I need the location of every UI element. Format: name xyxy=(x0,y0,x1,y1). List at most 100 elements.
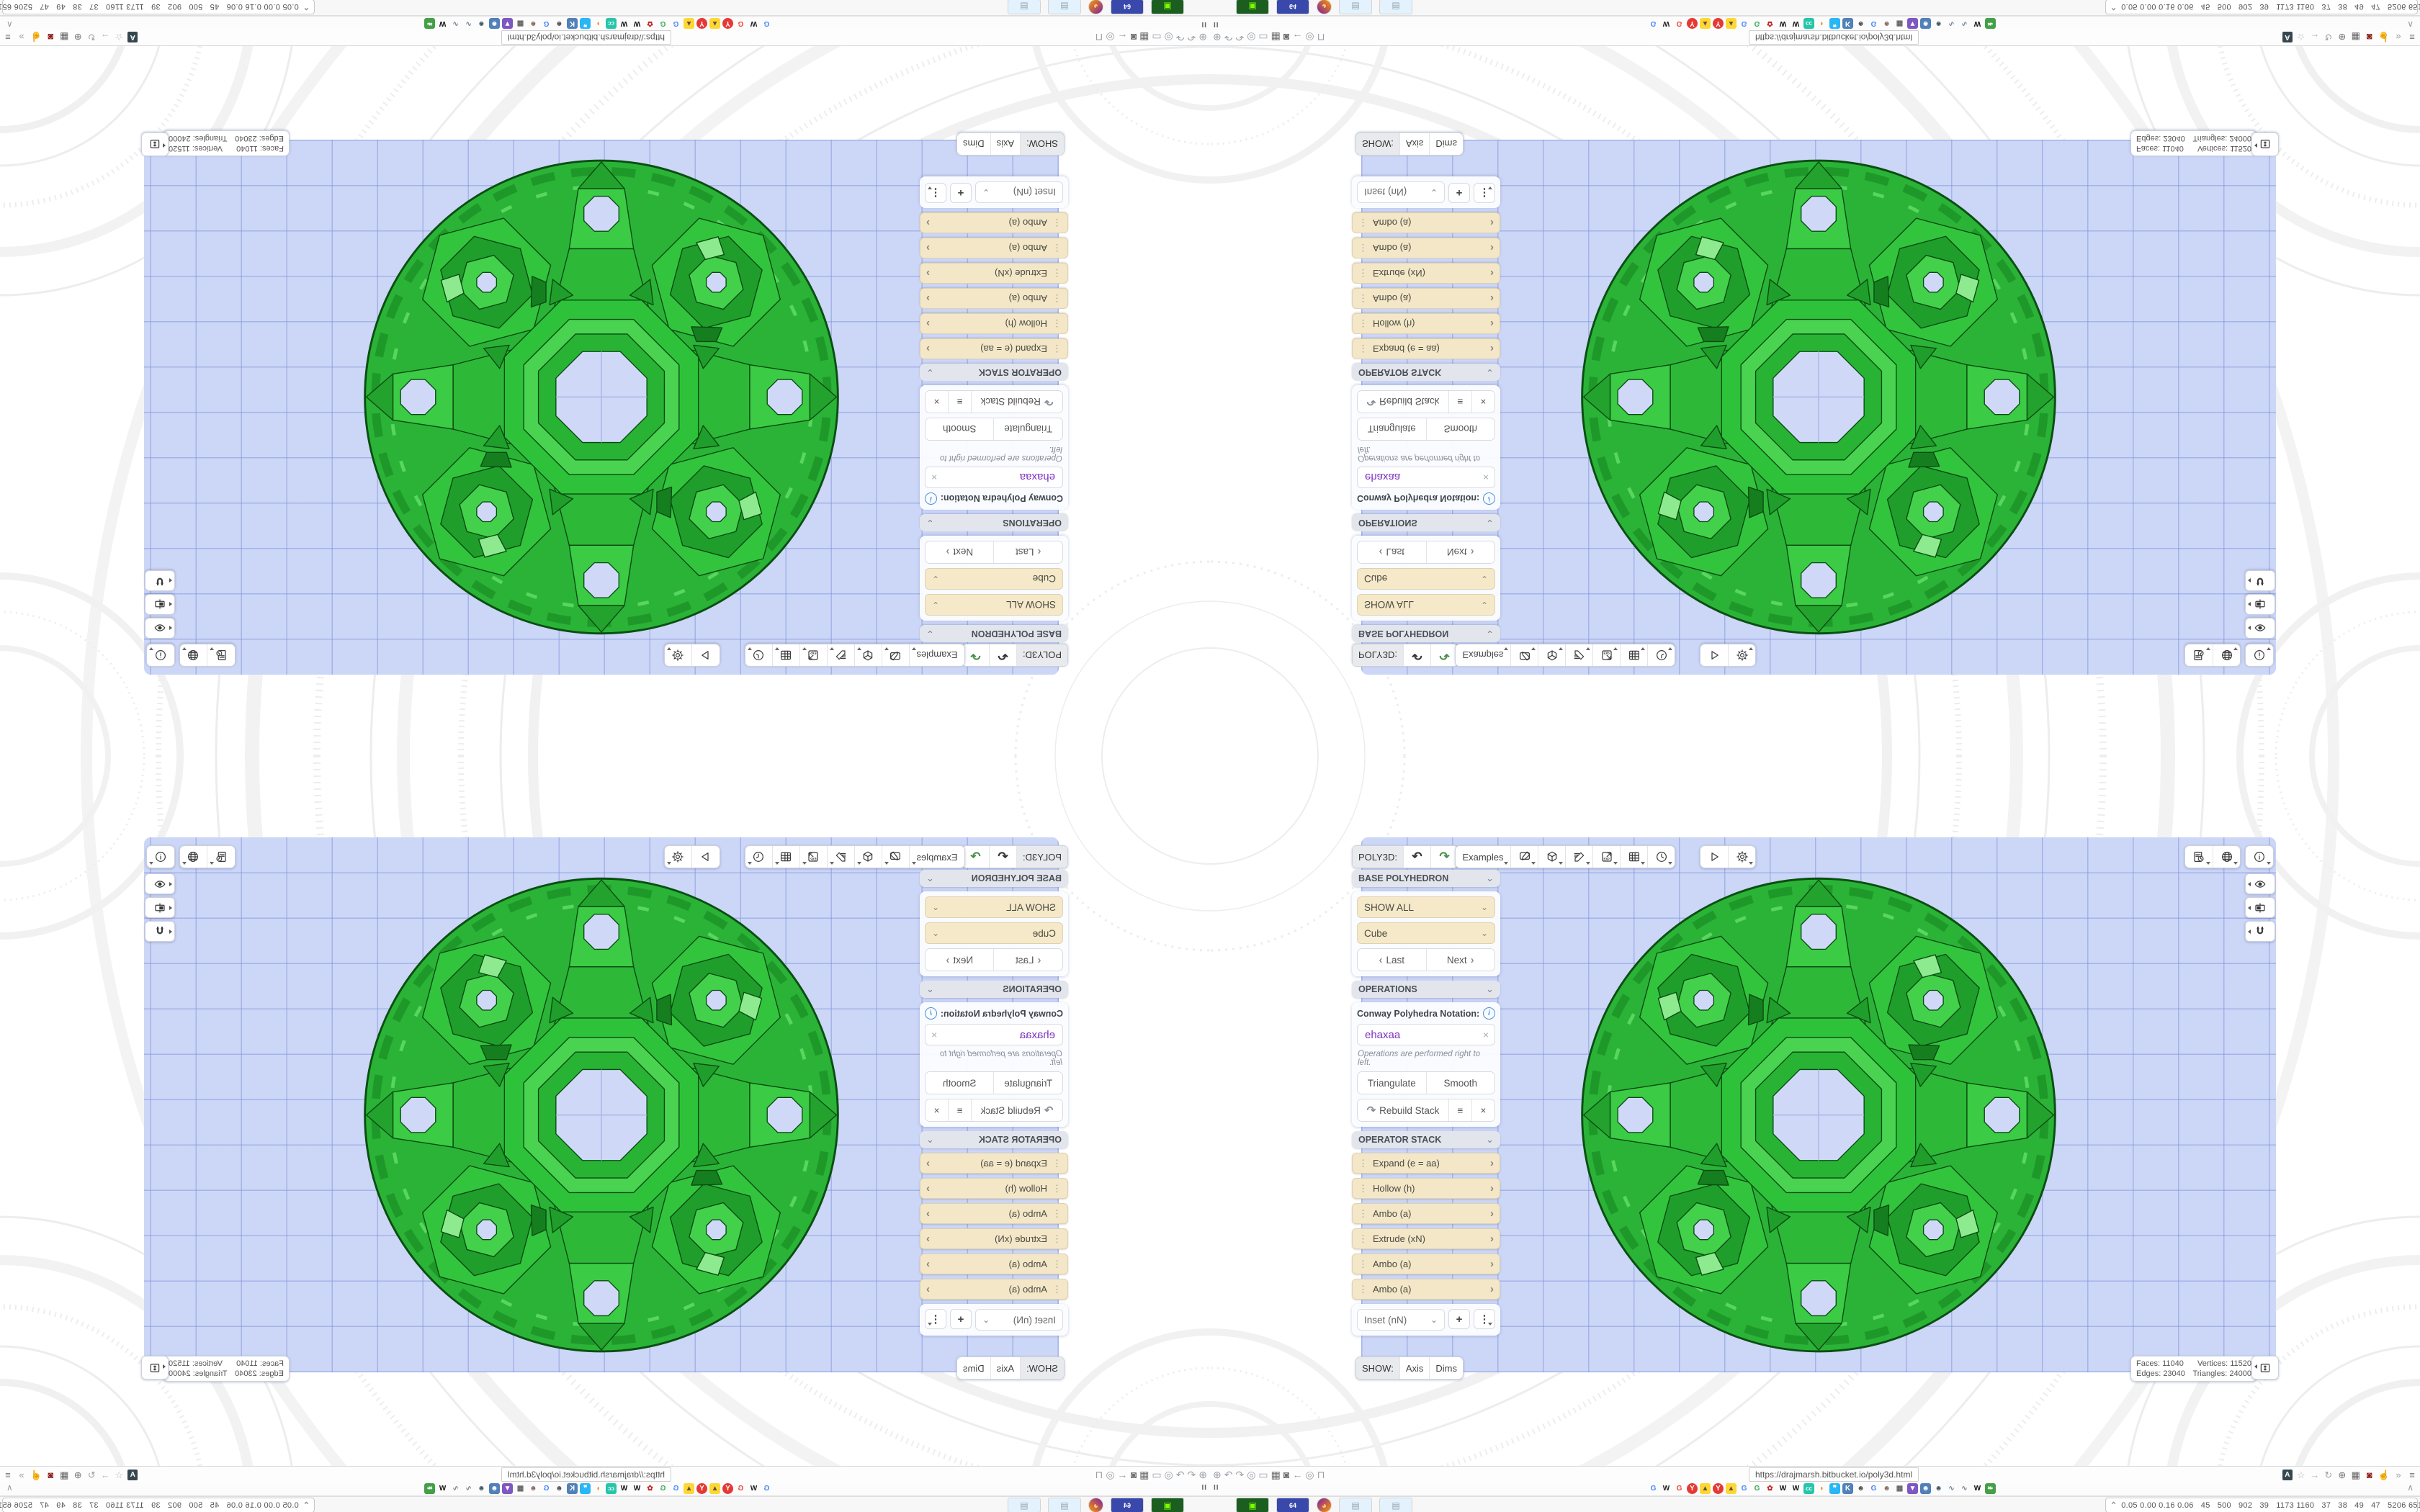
drag-handle-icon[interactable]: ⋮ xyxy=(1052,268,1062,279)
favicon[interactable]: W xyxy=(1792,1485,1800,1493)
redo-button[interactable]: ↷ xyxy=(962,644,990,666)
history-menu-button[interactable] xyxy=(745,644,773,666)
operator-stack-item[interactable]: ⋮ Hollow (h) › xyxy=(920,313,1068,334)
favicon[interactable]: ▼ xyxy=(502,18,513,29)
overflow-icon[interactable]: » xyxy=(19,32,24,43)
fit-view-button[interactable] xyxy=(141,1356,169,1380)
settings-button[interactable] xyxy=(1728,644,1755,666)
redo-button[interactable]: ↷ xyxy=(962,846,990,868)
favicon[interactable]: ▲ xyxy=(1700,1483,1711,1494)
palette-menu-button[interactable] xyxy=(882,846,910,868)
overflow-icon[interactable]: » xyxy=(19,1469,24,1480)
favicon[interactable]: ▦ xyxy=(516,19,524,27)
drag-handle-icon[interactable]: ⋮ xyxy=(1358,293,1368,305)
notation-input[interactable] xyxy=(1363,1027,1483,1042)
trash-icon[interactable]: ▦ xyxy=(2351,1469,2360,1480)
show-all-select[interactable]: SHOW ALL ⌄ xyxy=(925,896,1063,918)
operator-stack-item[interactable]: ⋮ Ambo (a) › xyxy=(1352,212,1500,233)
collapse-chevron-icon[interactable]: ∧ xyxy=(2407,1482,2414,1493)
snap-toggle-button[interactable] xyxy=(145,921,175,942)
operator-stack-item[interactable]: ⋮ Extrude (xN) › xyxy=(1352,263,1500,284)
show-axis-button[interactable]: Axis xyxy=(990,133,1021,155)
history-menu-button[interactable] xyxy=(1647,644,1675,666)
taskbar-floppy-icon[interactable]: 64 xyxy=(1111,1498,1144,1512)
menu-icon[interactable]: ≡ xyxy=(2409,32,2415,43)
show-axis-button[interactable]: Axis xyxy=(990,1357,1021,1379)
folder-icon[interactable]: ▭ xyxy=(1258,32,1268,44)
taskbar-notes-icon[interactable]: ▤ xyxy=(1048,0,1081,14)
visibility-toggle-button[interactable] xyxy=(145,873,175,894)
globe-icon[interactable]: ⊕ xyxy=(1198,32,1207,44)
shield-icon[interactable]: ◙ xyxy=(1283,32,1290,43)
undo-button[interactable]: ↶ xyxy=(990,846,1018,868)
favicon[interactable]: ∿ xyxy=(1948,19,1955,27)
add-operator-button[interactable]: + xyxy=(950,183,972,203)
edit-menu-button[interactable] xyxy=(828,846,855,868)
rebuild-stack-button[interactable]: ↷ Rebuild Stack xyxy=(1358,1099,1448,1121)
taskbar-floppy-icon[interactable]: 64 xyxy=(1111,0,1144,14)
drag-handle-icon[interactable]: ⋮ xyxy=(1052,1283,1062,1295)
add-operator-button[interactable]: + xyxy=(1448,1309,1470,1329)
favicon[interactable]: ∿ xyxy=(465,1485,472,1493)
reload-icon[interactable]: ↻ xyxy=(87,32,96,43)
next-button[interactable]: Next › xyxy=(1425,949,1494,971)
favicon[interactable]: ❞ xyxy=(1829,18,1840,29)
operator-stack-item[interactable]: ⋮ Ambo (a) › xyxy=(1352,238,1500,258)
export-menu-button[interactable] xyxy=(1592,846,1620,868)
favicon[interactable]: ▲ xyxy=(709,18,720,29)
favicon[interactable]: cc xyxy=(606,1483,617,1494)
favicon[interactable]: ☻ xyxy=(529,1485,537,1493)
drag-handle-icon[interactable]: ⋮ xyxy=(1358,318,1368,330)
favicon[interactable]: cc xyxy=(606,18,617,29)
favicon[interactable]: ▲ xyxy=(1700,18,1711,29)
operations-header[interactable]: OPERATIONS ⌄ xyxy=(920,514,1068,531)
favicon[interactable]: ∿ xyxy=(1961,19,1968,27)
folder-icon[interactable]: ▭ xyxy=(1152,1468,1162,1480)
favicon[interactable]: ∿ xyxy=(452,19,459,27)
favicon[interactable]: ✿ xyxy=(1767,1485,1773,1493)
favicon[interactable]: G xyxy=(1870,19,1877,27)
favicon[interactable]: G xyxy=(1650,1485,1657,1493)
favicon[interactable]: W xyxy=(439,19,447,27)
next-button[interactable]: Next › xyxy=(926,541,995,563)
favicon[interactable]: ❧ xyxy=(1985,1483,1996,1494)
favicon[interactable]: Y xyxy=(696,1483,707,1494)
trash-icon[interactable]: ▦ xyxy=(1139,32,1150,44)
taskbar-floppy-icon[interactable]: 64 xyxy=(1276,0,1309,14)
reload-icon[interactable]: ↻ xyxy=(2324,32,2333,43)
globe-icon[interactable]: ⊕ xyxy=(2338,32,2347,43)
taskbar-firefox-icon[interactable]: ◕ xyxy=(1088,0,1103,14)
favicon[interactable]: G xyxy=(660,19,666,27)
show-axis-button[interactable]: Axis xyxy=(1399,1357,1430,1379)
drag-handle-icon[interactable]: ⋮ xyxy=(1052,1207,1062,1219)
clear-notation-icon[interactable]: × xyxy=(1482,1029,1489,1040)
edit-menu-button[interactable] xyxy=(1565,644,1592,666)
table-menu-button[interactable] xyxy=(1620,644,1647,666)
rebuild-stack-button[interactable]: ↷ Rebuild Stack xyxy=(972,1099,1062,1121)
stack-list-button[interactable]: ≡ xyxy=(1448,391,1471,413)
snap-toggle-button[interactable] xyxy=(145,570,175,591)
redo-icon[interactable]: ↷ xyxy=(1175,32,1185,44)
viewport-canvas[interactable] xyxy=(144,140,1059,675)
lock-icon[interactable]: ⊓ xyxy=(1095,32,1103,44)
last-button[interactable]: ‹ Last xyxy=(994,541,1062,563)
favicon[interactable]: W xyxy=(1779,19,1787,27)
favicon[interactable]: ◗ xyxy=(596,1485,601,1493)
operator-options-button[interactable]: ⋮ xyxy=(925,1309,946,1329)
base-polyhedron-header[interactable]: BASE POLYHEDRON ⌄ xyxy=(920,870,1068,887)
clear-notation-icon[interactable]: × xyxy=(931,1029,938,1040)
favicon[interactable]: W xyxy=(439,1485,447,1493)
forward-icon[interactable]: → xyxy=(2310,32,2320,43)
target-icon[interactable]: ◎ xyxy=(1247,1468,1256,1480)
show-dims-button[interactable]: Dims xyxy=(957,1357,991,1379)
translate-icon[interactable]: A xyxy=(2282,32,2293,43)
rebuild-stack-button[interactable]: ↷ Rebuild Stack xyxy=(972,391,1062,413)
taskbar-notes-icon[interactable]: ▤ xyxy=(1048,1498,1081,1512)
schedule-menu-button[interactable] xyxy=(207,644,235,666)
last-button[interactable]: ‹ Last xyxy=(1358,949,1426,971)
favicon[interactable]: Y xyxy=(1687,18,1698,29)
trash-icon[interactable]: ▦ xyxy=(2351,32,2360,43)
undo-button[interactable]: ↶ xyxy=(1402,644,1430,666)
show-all-select[interactable]: SHOW ALL ⌄ xyxy=(925,594,1063,616)
taskbar-terminal-icon[interactable]: ▣ xyxy=(1236,1498,1269,1512)
